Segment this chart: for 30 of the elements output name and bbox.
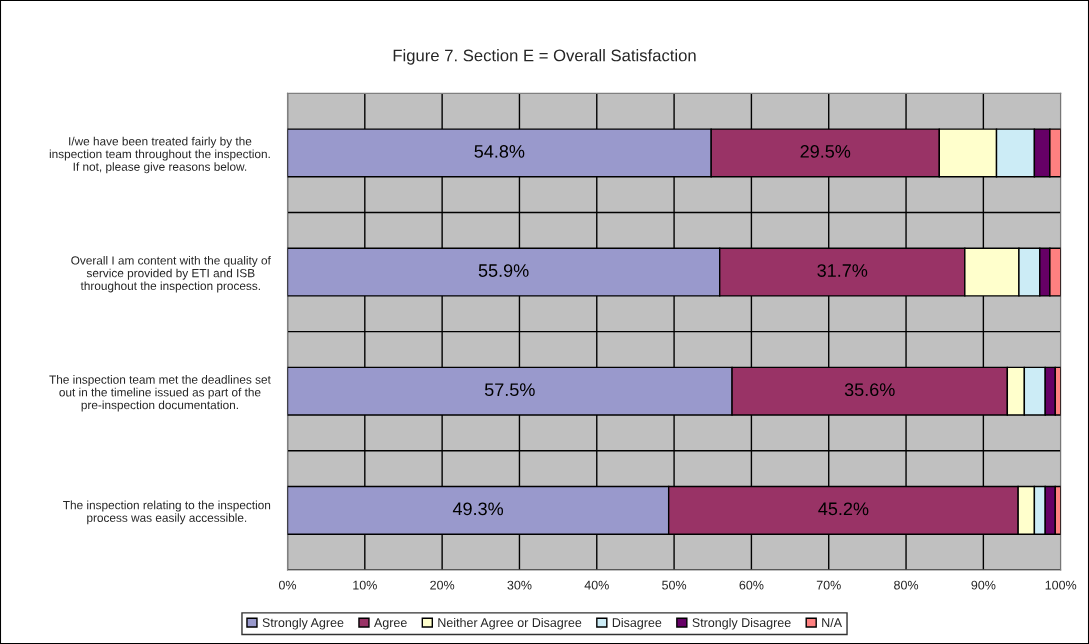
chart-title: Figure 7. Section E = Overall Satisfaction	[393, 49, 696, 65]
data-label: 35.6%	[844, 383, 895, 397]
data-label: 45.2%	[818, 502, 869, 516]
legend-label: Strongly Agree	[262, 617, 344, 630]
y-tick-label: The inspection team met the deadlines set out in the timeline issued as part of the pre-inspection documentation.	[49, 375, 271, 412]
x-tick-label: 50%	[662, 580, 687, 590]
legend-label: Disagree	[612, 617, 662, 630]
x-tick-label: 70%	[816, 580, 841, 590]
legend-label: Agree	[373, 618, 407, 630]
data-label: 49.3%	[452, 502, 504, 516]
x-tick-label: 60%	[739, 580, 764, 590]
legend-label: Strongly Disagree	[692, 617, 791, 630]
x-tick-label: 20%	[430, 580, 455, 590]
x-tick-label: 100%	[1045, 580, 1077, 590]
x-tick-label: 90%	[971, 580, 996, 590]
legend-label: Neither Agree or Disagree	[438, 617, 582, 630]
data-label: 31.7%	[817, 264, 868, 277]
x-tick-label: 30%	[507, 580, 532, 590]
x-tick-label: 0%	[278, 580, 297, 590]
y-tick-label: Overall I am content with the quality of service provided by ETI and ISB throughout the inspection process.	[71, 255, 271, 293]
x-tick-label: 80%	[894, 580, 919, 590]
data-label: 57.5%	[484, 383, 535, 397]
y-tick-label: The inspection relating to the inspection process was easily accessible.	[63, 500, 271, 525]
data-label: 29.5%	[800, 145, 851, 158]
y-tick-label: I/we have been treated fairly by the inspection team throughout the inspection. If not, please give reasons below.	[49, 136, 270, 174]
x-tick-label: 10%	[353, 580, 377, 590]
data-label: 54.8%	[474, 145, 525, 158]
data-label: 55.9%	[478, 264, 529, 277]
legend-label: N/A	[822, 617, 843, 628]
x-tick-label: 40%	[584, 580, 609, 590]
